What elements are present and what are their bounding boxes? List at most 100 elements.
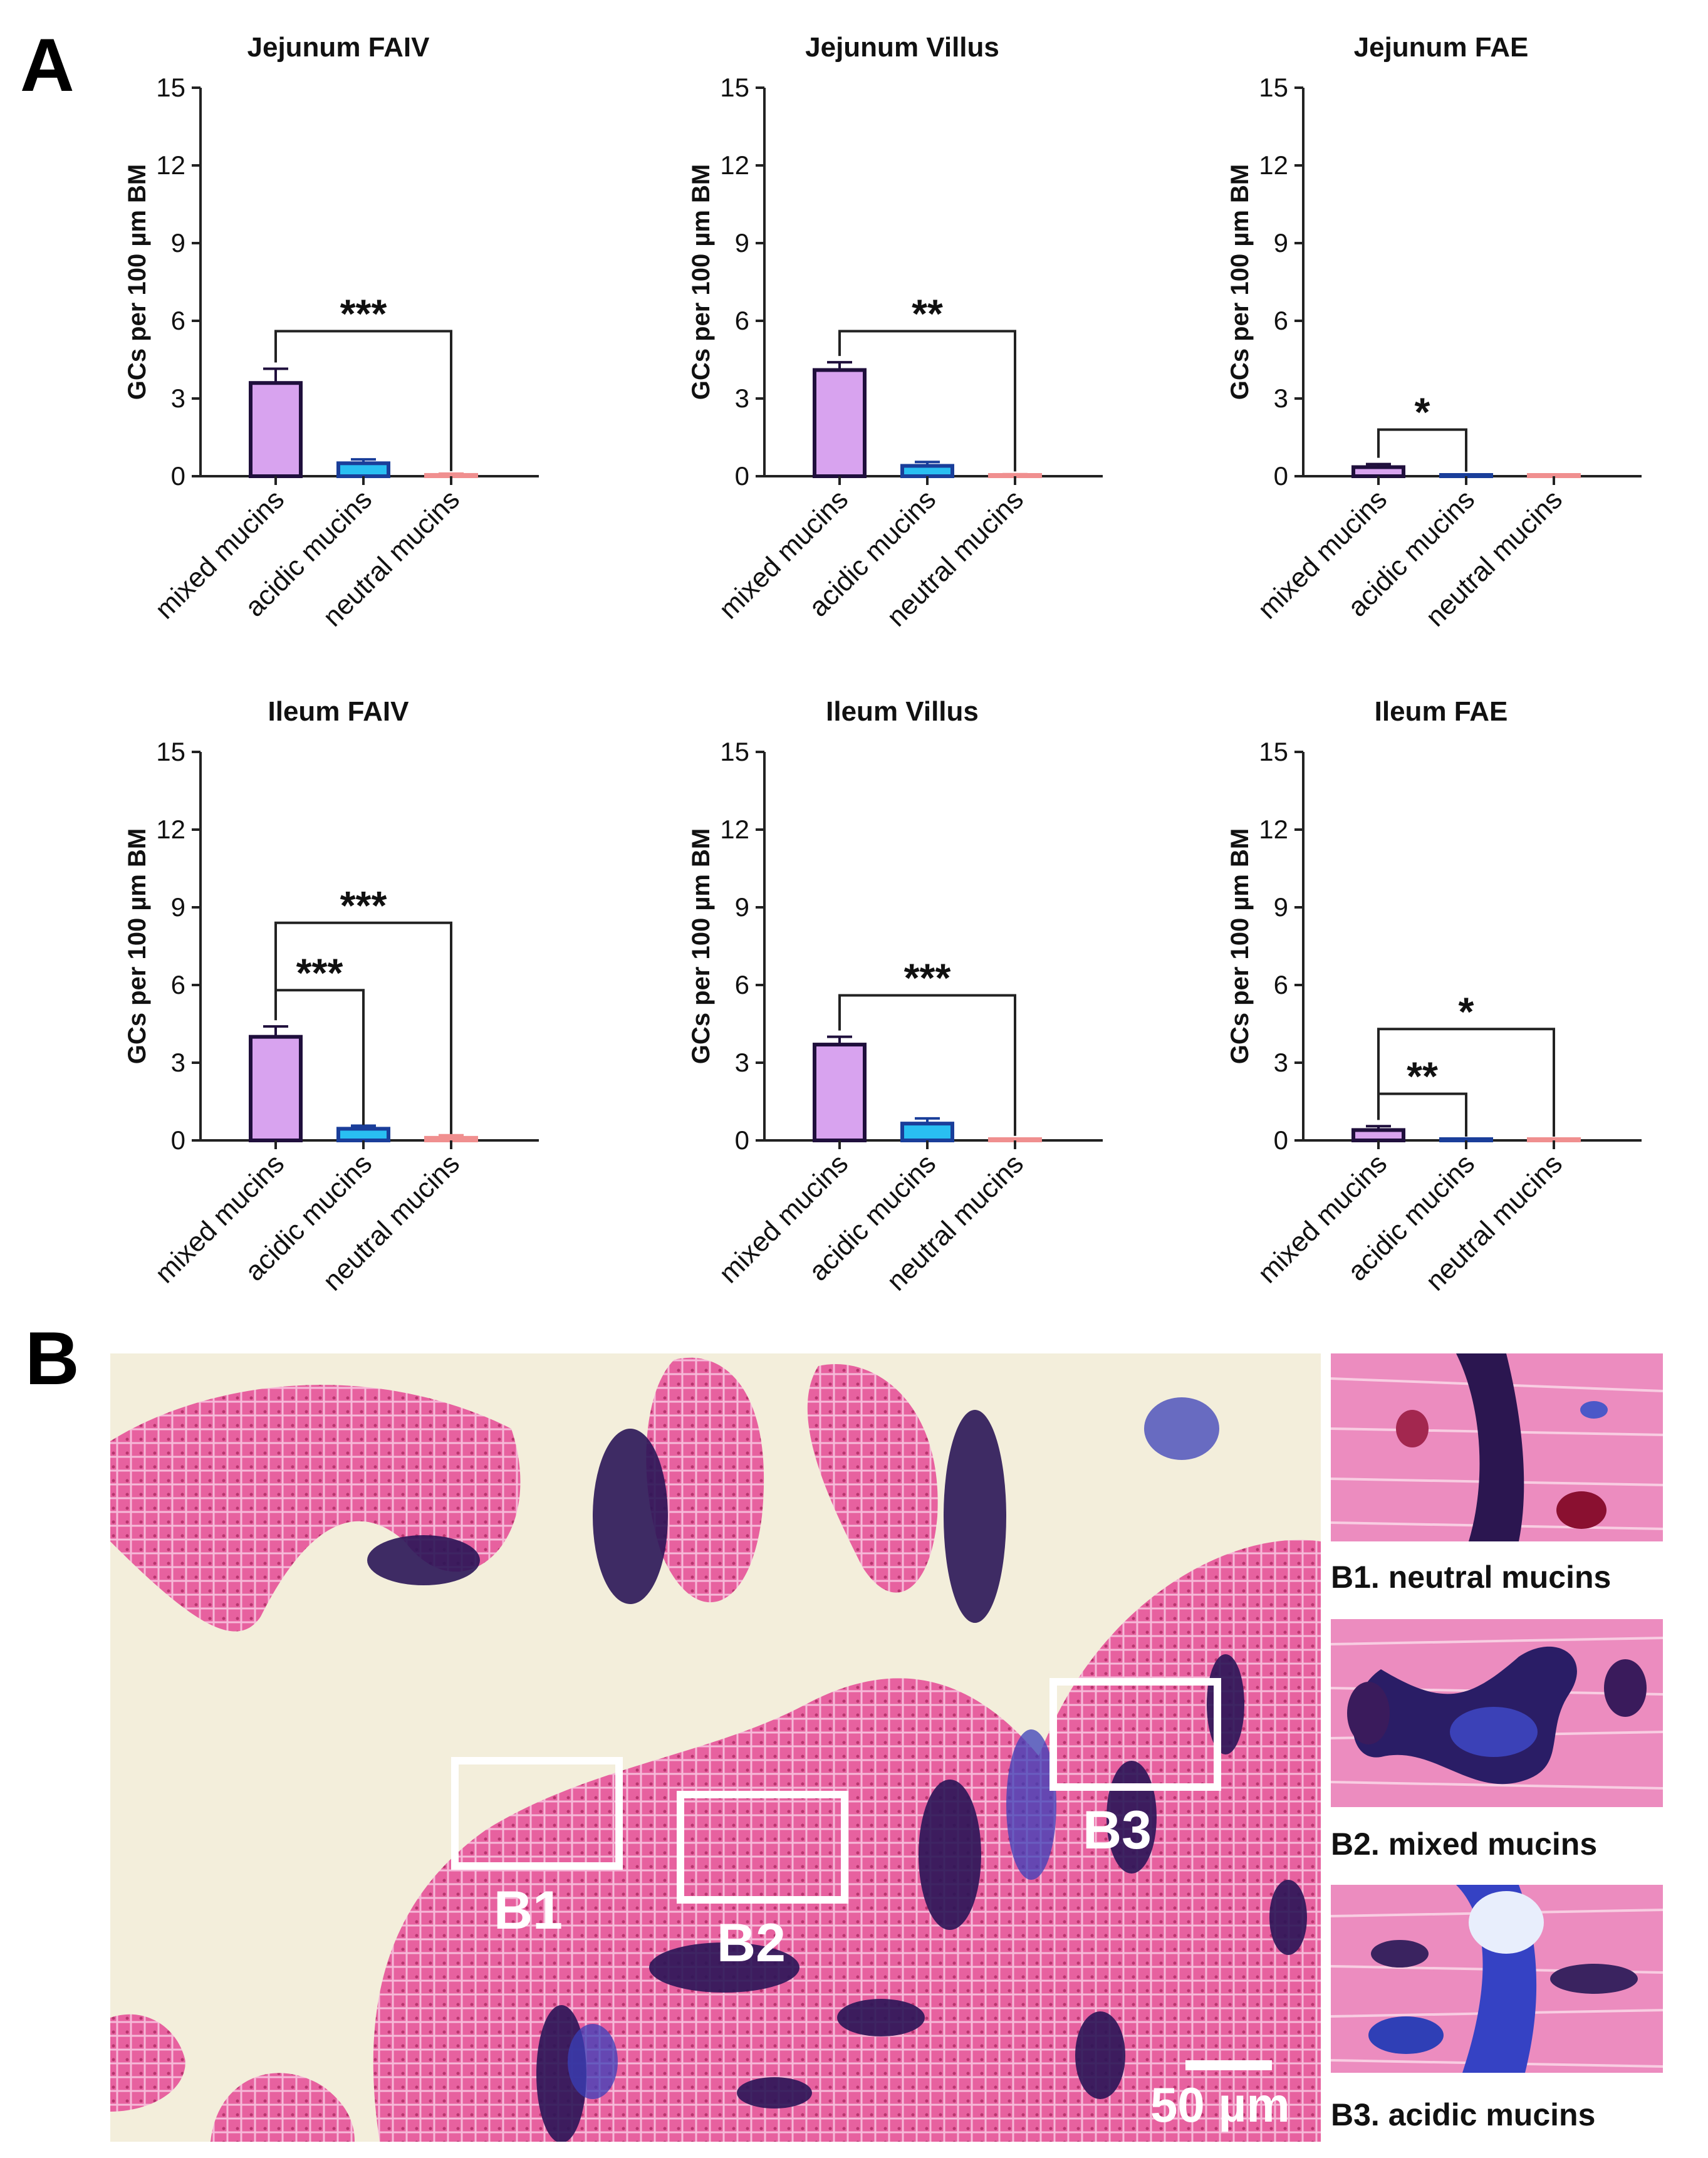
inset-b3-image bbox=[1331, 1885, 1663, 2073]
y-tick-label: 3 bbox=[171, 1048, 185, 1077]
y-tick-label: 3 bbox=[735, 1048, 749, 1077]
y-tick-label: 0 bbox=[171, 461, 185, 491]
box-b1 bbox=[451, 1757, 623, 1870]
bar-neutral-mucins bbox=[424, 1135, 478, 1142]
bar-mixed-mucins bbox=[813, 368, 867, 478]
y-tick-label: 12 bbox=[156, 150, 185, 180]
y-tick-label: 9 bbox=[1274, 228, 1288, 258]
y-tick-label: 9 bbox=[735, 892, 749, 922]
bar-acidic-mucins bbox=[1439, 1137, 1493, 1142]
box-b3 bbox=[1049, 1678, 1221, 1791]
y-tick-label: 6 bbox=[1274, 306, 1288, 335]
chart-title: Ileum FAE bbox=[1375, 696, 1508, 727]
chart-title: Jejunum Villus bbox=[805, 32, 999, 63]
y-tick-label: 9 bbox=[735, 228, 749, 258]
significance-bracket bbox=[1377, 428, 1467, 472]
histology-micrograph: B1 B2 B3 50 µm bbox=[110, 1353, 1321, 2142]
significance-label: *** bbox=[340, 883, 387, 928]
bar-acidic-mucins bbox=[900, 1122, 954, 1143]
bar-mixed-mucins bbox=[249, 381, 303, 479]
y-tick-label: 9 bbox=[1274, 892, 1288, 922]
bar-acidic-mucins bbox=[900, 464, 954, 479]
inset-b2-caption: B2. mixed mucins bbox=[1331, 1827, 1598, 1862]
y-tick-label: 3 bbox=[1274, 383, 1288, 413]
bar-mixed-mucins bbox=[1351, 465, 1405, 478]
significance-label: *** bbox=[904, 956, 951, 1001]
y-tick-label: 6 bbox=[735, 306, 749, 335]
y-tick-label: 3 bbox=[171, 383, 185, 413]
y-tick-label: 6 bbox=[735, 970, 749, 999]
y-axis-label: GCs per 100 µm BM bbox=[687, 828, 715, 1065]
inset-b1-caption: B1. neutral mucins bbox=[1331, 1560, 1612, 1595]
y-tick-label: 0 bbox=[171, 1125, 185, 1155]
y-axis-label: GCs per 100 µm BM bbox=[123, 828, 151, 1065]
panel-label-a: A bbox=[20, 23, 75, 107]
y-tick-label: 3 bbox=[1274, 1048, 1288, 1077]
micrograph-illustration: B1 B2 B3 50 µm bbox=[110, 1353, 1321, 2142]
chart-title: Ileum Villus bbox=[826, 696, 979, 727]
y-tick-label: 9 bbox=[171, 228, 185, 258]
y-tick-label: 3 bbox=[735, 383, 749, 413]
y-tick-label: 12 bbox=[1259, 150, 1288, 180]
significance-bracket bbox=[274, 921, 452, 1134]
box-label-b2: B2 bbox=[717, 1913, 786, 1973]
y-tick-label: 15 bbox=[720, 737, 749, 766]
inset-b2-image bbox=[1331, 1619, 1663, 1807]
y-tick-label: 12 bbox=[720, 815, 749, 844]
y-tick-label: 9 bbox=[171, 892, 185, 922]
chart-title: Ileum FAIV bbox=[268, 696, 410, 727]
inset-b3-caption: B3. acidic mucins bbox=[1331, 2097, 1596, 2132]
y-axis-label: GCs per 100 µm BM bbox=[687, 164, 715, 400]
panel-label-b: B bbox=[25, 1316, 80, 1400]
significance-label: * bbox=[1459, 989, 1474, 1034]
y-tick-label: 15 bbox=[1259, 737, 1288, 766]
bar-acidic-mucins bbox=[336, 1127, 390, 1143]
bar-acidic-mucins bbox=[336, 461, 390, 478]
y-tick-label: 15 bbox=[720, 73, 749, 102]
significance-bracket bbox=[838, 330, 1016, 472]
y-tick-label: 15 bbox=[1259, 73, 1288, 102]
scale-bar-label: 50 µm bbox=[1150, 2077, 1290, 2132]
bar-neutral-mucins bbox=[1527, 1137, 1581, 1142]
bar-neutral-mucins bbox=[424, 472, 478, 479]
chart-title: Jejunum FAIV bbox=[247, 32, 430, 63]
y-axis-label: GCs per 100 µm BM bbox=[1226, 164, 1254, 400]
significance-label: ** bbox=[912, 291, 943, 336]
box-b2 bbox=[677, 1791, 848, 1904]
significance-bracket bbox=[274, 330, 452, 471]
y-axis-label: GCs per 100 µm BM bbox=[123, 164, 151, 400]
y-tick-label: 0 bbox=[1274, 1125, 1288, 1155]
significance-label: *** bbox=[340, 291, 387, 336]
significance-label: * bbox=[1415, 390, 1430, 435]
y-tick-label: 12 bbox=[1259, 815, 1288, 844]
inset-b1-image bbox=[1331, 1353, 1663, 1541]
box-label-b3: B3 bbox=[1083, 1800, 1152, 1860]
y-tick-label: 0 bbox=[735, 1125, 749, 1155]
y-tick-label: 6 bbox=[171, 306, 185, 335]
significance-bracket bbox=[1377, 1028, 1555, 1137]
bar-mixed-mucins bbox=[1351, 1128, 1405, 1143]
bar-mixed-mucins bbox=[249, 1035, 303, 1143]
y-tick-label: 0 bbox=[1274, 461, 1288, 491]
significance-label: *** bbox=[296, 950, 343, 995]
y-tick-label: 6 bbox=[171, 970, 185, 999]
box-label-b1: B1 bbox=[494, 1880, 563, 1941]
bar-mixed-mucins bbox=[813, 1043, 867, 1142]
significance-bracket bbox=[838, 994, 1016, 1136]
y-axis-label: GCs per 100 µm BM bbox=[1226, 828, 1254, 1065]
y-tick-label: 0 bbox=[735, 461, 749, 491]
y-tick-label: 15 bbox=[156, 73, 185, 102]
significance-label: ** bbox=[1407, 1054, 1438, 1099]
chart-title: Jejunum FAE bbox=[1354, 32, 1529, 63]
y-tick-label: 6 bbox=[1274, 970, 1288, 999]
y-tick-label: 12 bbox=[156, 815, 185, 844]
bar-neutral-mucins bbox=[1527, 473, 1581, 478]
scale-bar bbox=[1185, 2060, 1272, 2070]
y-tick-label: 12 bbox=[720, 150, 749, 180]
